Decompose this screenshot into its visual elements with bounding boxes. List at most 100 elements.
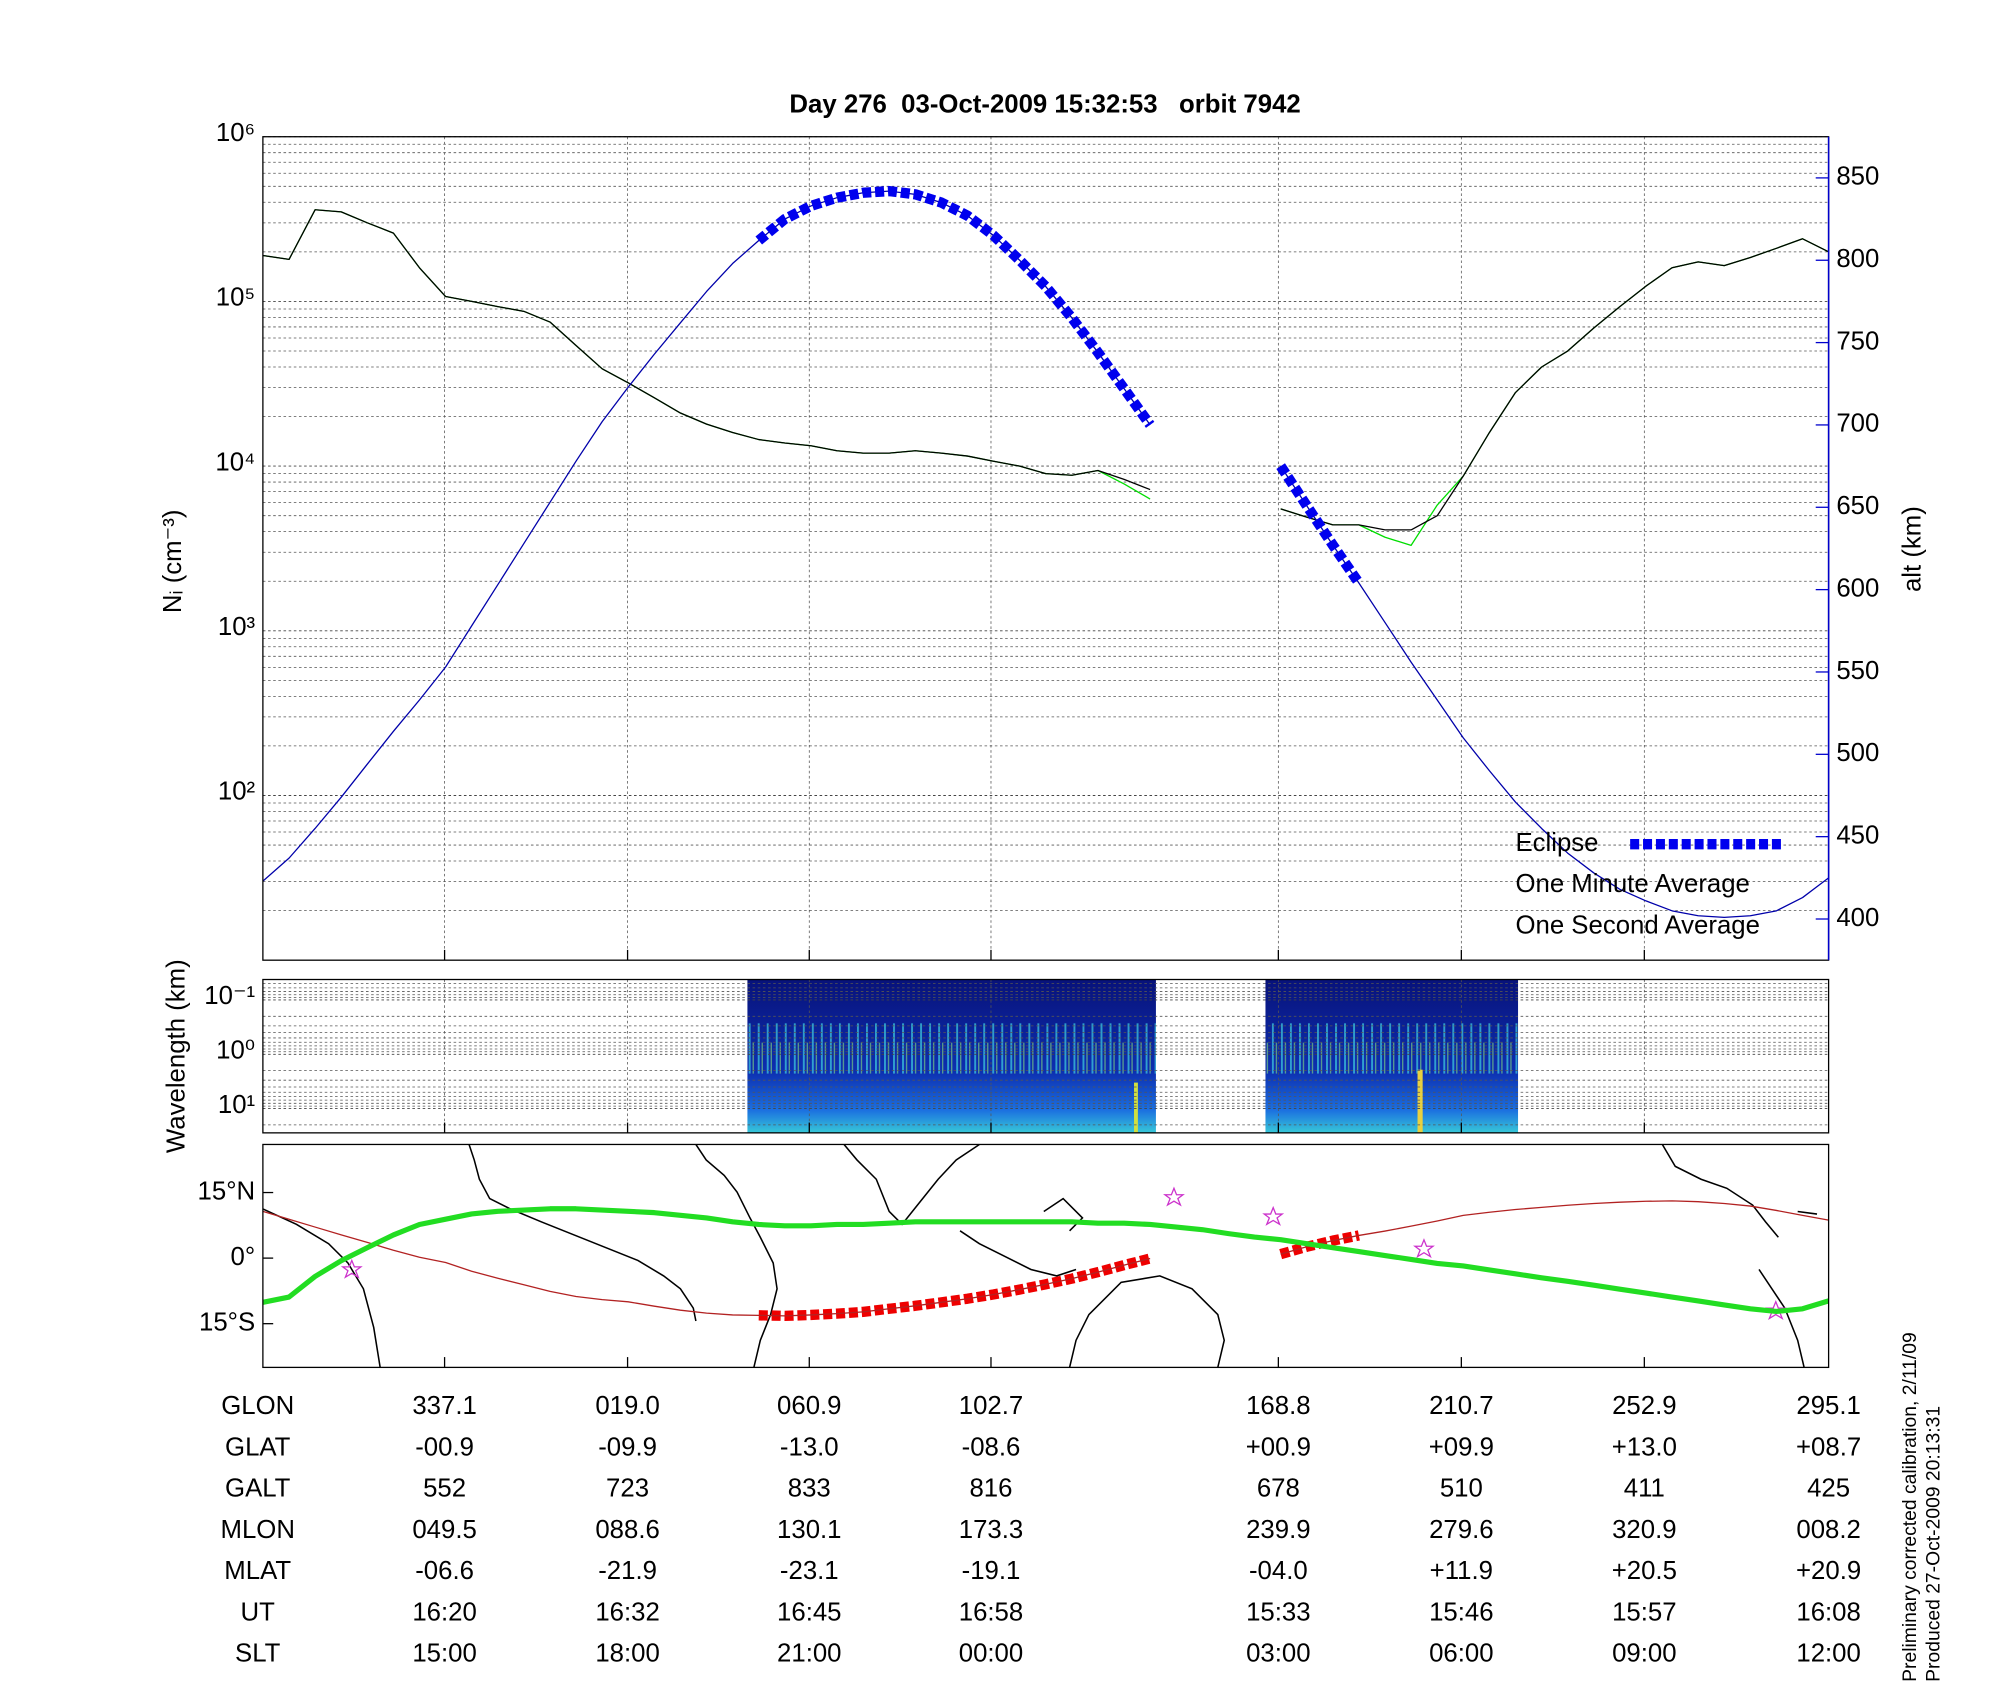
table-cell: 00:00: [959, 1640, 1023, 1668]
data-line: [262, 1206, 1829, 1315]
table-cell: 723: [606, 1475, 649, 1503]
coastline: [695, 1144, 778, 1368]
y-tick-label: 10⁴: [215, 448, 255, 476]
table-cell: 279.6: [1429, 1516, 1493, 1544]
coastline: [262, 1208, 381, 1368]
table-cell: 816: [969, 1475, 1012, 1503]
y-tick-label: 10²: [218, 778, 256, 806]
spectrogram-streaks: [1265, 979, 1519, 1133]
row-label: GALT: [225, 1475, 291, 1503]
table-cell: -23.1: [780, 1557, 839, 1585]
table-cell: -08.6: [962, 1433, 1021, 1461]
coastline: [959, 1197, 1084, 1277]
table-cell: 552: [423, 1475, 466, 1503]
legend-label: One Second Average: [1515, 911, 1759, 939]
data-line: [262, 190, 1829, 919]
series: [755, 185, 1364, 586]
spectrogram-streaks: [747, 979, 1156, 1133]
table-cell: -00.9: [415, 1433, 474, 1461]
spectrogram-image: [747, 979, 1519, 1133]
y2-tick-label: 800: [1836, 245, 1879, 273]
y2-tick-label: 500: [1836, 739, 1879, 767]
y-tick-label: 0°: [231, 1243, 256, 1271]
y2-tick-label: 450: [1836, 821, 1879, 849]
table-cell: +08.7: [1796, 1433, 1861, 1461]
coastline: [1068, 1275, 1226, 1368]
table-cell: -04.0: [1249, 1557, 1308, 1585]
y-tick-label: 10³: [218, 613, 256, 641]
table-cell: 16:08: [1796, 1598, 1860, 1626]
row-label: MLON: [221, 1516, 295, 1544]
table-cell: -13.0: [780, 1433, 839, 1461]
legend-label: Eclipse: [1515, 829, 1598, 857]
series: [262, 190, 1829, 919]
row-label: SLT: [235, 1640, 281, 1668]
table-cell: 173.3: [959, 1516, 1023, 1544]
table-cell: 252.9: [1612, 1392, 1676, 1420]
panel-frame: [262, 1143, 1830, 1369]
data-line: [262, 209, 1829, 531]
table-cell: 320.9: [1612, 1516, 1676, 1544]
table-cell: 411: [1624, 1475, 1665, 1503]
table-cell: 16:58: [959, 1598, 1023, 1626]
y-tick-label: 10⁻¹: [204, 982, 255, 1010]
table-cell: 168.8: [1246, 1392, 1310, 1420]
table-cell: +00.9: [1246, 1433, 1311, 1461]
table-cell: 16:20: [412, 1598, 476, 1626]
row-label: GLAT: [225, 1433, 291, 1461]
y-tick-label: 15°S: [199, 1308, 255, 1336]
table-cell: +11.9: [1430, 1557, 1493, 1585]
side-note: Produced 27-Oct-2009 20:13:31: [1923, 1406, 1944, 1682]
y2-tick-label: 550: [1836, 657, 1879, 685]
table-cell: +13.0: [1612, 1433, 1677, 1461]
table-cell: 049.5: [412, 1516, 476, 1544]
table-cell: +20.5: [1612, 1557, 1677, 1585]
y2-tick-label: 700: [1836, 410, 1879, 438]
coastline: [843, 1143, 980, 1226]
table-cell: 21:00: [777, 1640, 841, 1668]
table-cell: -06.6: [415, 1557, 474, 1585]
y2-tick-label: 650: [1836, 492, 1879, 520]
table-cell: +09.9: [1429, 1433, 1494, 1461]
legend-label: One Minute Average: [1515, 870, 1749, 898]
data-line: [262, 1200, 1829, 1317]
table-cell: 15:46: [1429, 1598, 1493, 1626]
coastlines: [262, 1143, 1818, 1368]
y2-axis-label: alt (km): [1898, 506, 1926, 592]
table-cell: 09:00: [1612, 1640, 1676, 1668]
table-cell: 425: [1807, 1475, 1850, 1503]
table-cell: -09.9: [598, 1433, 657, 1461]
y-tick-label: 10¹: [218, 1091, 256, 1119]
table-cell: -19.1: [962, 1557, 1021, 1585]
table-cell: -21.9: [598, 1557, 657, 1585]
y-tick-label: 10⁰: [216, 1037, 255, 1065]
table-cell: 210.7: [1429, 1392, 1493, 1420]
spectrogram-streak: [1417, 1069, 1423, 1133]
table-cell: 008.2: [1796, 1516, 1860, 1544]
row-label: GLON: [221, 1392, 294, 1420]
data-line: [262, 209, 1829, 547]
y-axis-label: Wavelength (km): [163, 959, 191, 1153]
y2-tick-label: 400: [1836, 904, 1879, 932]
y2-tick-label: 850: [1836, 163, 1879, 191]
y-tick-label: 15°N: [198, 1177, 256, 1205]
table-cell: 510: [1440, 1475, 1483, 1503]
star: [1413, 1238, 1435, 1259]
table-cell: 295.1: [1796, 1392, 1860, 1420]
row-label: MLAT: [224, 1557, 291, 1585]
series: [262, 1206, 1829, 1315]
y-axis-label: Nᵢ (cm⁻³): [159, 510, 187, 614]
table-cell: 130.1: [777, 1516, 841, 1544]
spectrogram-streak: [1134, 1082, 1138, 1133]
y-tick-label: 10⁶: [216, 119, 255, 147]
table-cell: 18:00: [595, 1640, 659, 1668]
series: [262, 209, 1829, 547]
panel-frame: [262, 978, 1830, 1134]
table-cell: 019.0: [595, 1392, 659, 1420]
table-cell: 102.7: [959, 1392, 1023, 1420]
table-cell: 678: [1257, 1475, 1300, 1503]
star: [1262, 1205, 1285, 1226]
table-cell: 16:32: [595, 1598, 659, 1626]
table-cell: 12:00: [1796, 1640, 1860, 1668]
